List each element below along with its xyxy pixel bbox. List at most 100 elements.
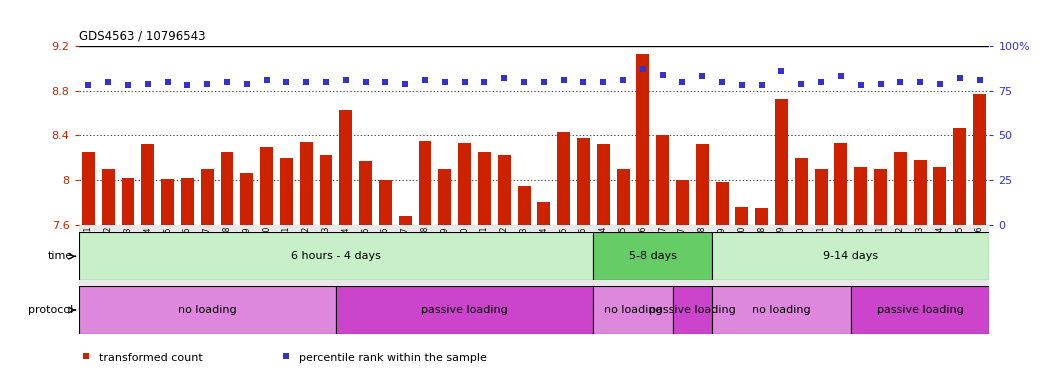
Point [239, 81, 255, 87]
Bar [141, 144, 154, 225]
Point [496, 75, 513, 81]
Point [397, 81, 414, 87]
Bar [973, 94, 986, 225]
Point [297, 79, 314, 85]
Bar [577, 137, 589, 225]
Text: protocol: protocol [28, 305, 73, 315]
Bar [696, 144, 709, 225]
Point [694, 73, 711, 79]
Bar [775, 99, 788, 225]
Bar [221, 152, 233, 225]
Text: passive loading: passive loading [876, 305, 963, 315]
Bar [953, 127, 966, 225]
Bar [379, 180, 392, 225]
Text: passive loading: passive loading [421, 305, 508, 315]
Point [595, 79, 611, 85]
Bar [934, 167, 946, 225]
Bar [716, 182, 729, 225]
Point [199, 81, 216, 87]
Bar [478, 152, 491, 225]
Point [476, 79, 493, 85]
Text: passive loading: passive loading [649, 305, 736, 315]
Point [753, 82, 770, 88]
Text: 9-14 days: 9-14 days [823, 251, 878, 262]
Point [99, 79, 116, 85]
Point [972, 77, 988, 83]
Bar [517, 185, 531, 225]
Point [317, 79, 334, 85]
Bar [795, 158, 807, 225]
Point [555, 77, 572, 83]
Bar [419, 141, 431, 225]
Point [634, 66, 651, 72]
Bar [537, 202, 551, 225]
Bar [735, 207, 749, 225]
Point [832, 73, 849, 79]
Bar [299, 142, 313, 225]
Text: no loading: no loading [752, 305, 810, 315]
Text: 5-8 days: 5-8 days [629, 251, 676, 262]
Point [456, 79, 473, 85]
Bar [459, 143, 471, 225]
Bar [280, 158, 293, 225]
Point [80, 82, 96, 88]
Bar [617, 169, 629, 225]
Text: no loading: no loading [178, 305, 237, 315]
Point [812, 79, 829, 85]
Point [337, 77, 354, 83]
Point [535, 79, 552, 85]
Point [734, 82, 751, 88]
Text: no loading: no loading [604, 305, 663, 315]
Point [674, 79, 691, 85]
Bar [79, 232, 594, 280]
Point [437, 79, 453, 85]
Bar [874, 169, 887, 225]
Text: transformed count: transformed count [98, 353, 202, 363]
Point [179, 82, 196, 88]
Bar [399, 216, 411, 225]
Bar [854, 167, 867, 225]
Point [357, 79, 374, 85]
Point [793, 81, 809, 87]
Bar [672, 286, 712, 334]
Point [654, 71, 671, 78]
Point [892, 79, 909, 85]
Bar [261, 147, 273, 225]
Text: GDS4563 / 10796543: GDS4563 / 10796543 [79, 29, 205, 42]
Bar [815, 169, 827, 225]
Text: percentile rank within the sample: percentile rank within the sample [299, 353, 487, 363]
Point [852, 82, 869, 88]
Text: 6 hours - 4 days: 6 hours - 4 days [291, 251, 381, 262]
Bar [336, 286, 594, 334]
Point [714, 79, 731, 85]
Point [952, 75, 968, 81]
Bar [79, 286, 336, 334]
Point [159, 79, 176, 85]
Bar [712, 232, 989, 280]
Point [912, 79, 929, 85]
Bar [339, 110, 352, 225]
Bar [319, 156, 333, 225]
Point [219, 79, 236, 85]
Point [377, 79, 394, 85]
Point [592, 137, 608, 143]
Point [773, 68, 789, 74]
Bar [594, 286, 672, 334]
Bar [497, 156, 511, 225]
Bar [241, 173, 253, 225]
Point [139, 81, 156, 87]
Bar [637, 54, 649, 225]
Bar [439, 169, 451, 225]
Point [259, 77, 275, 83]
Bar [82, 152, 95, 225]
Bar [676, 180, 689, 225]
Bar [712, 286, 851, 334]
Bar [201, 169, 214, 225]
Point [279, 79, 295, 85]
Bar [161, 179, 174, 225]
Bar [359, 161, 372, 225]
Bar [597, 144, 609, 225]
Point [932, 81, 949, 87]
Point [119, 82, 136, 88]
Bar [656, 136, 669, 225]
